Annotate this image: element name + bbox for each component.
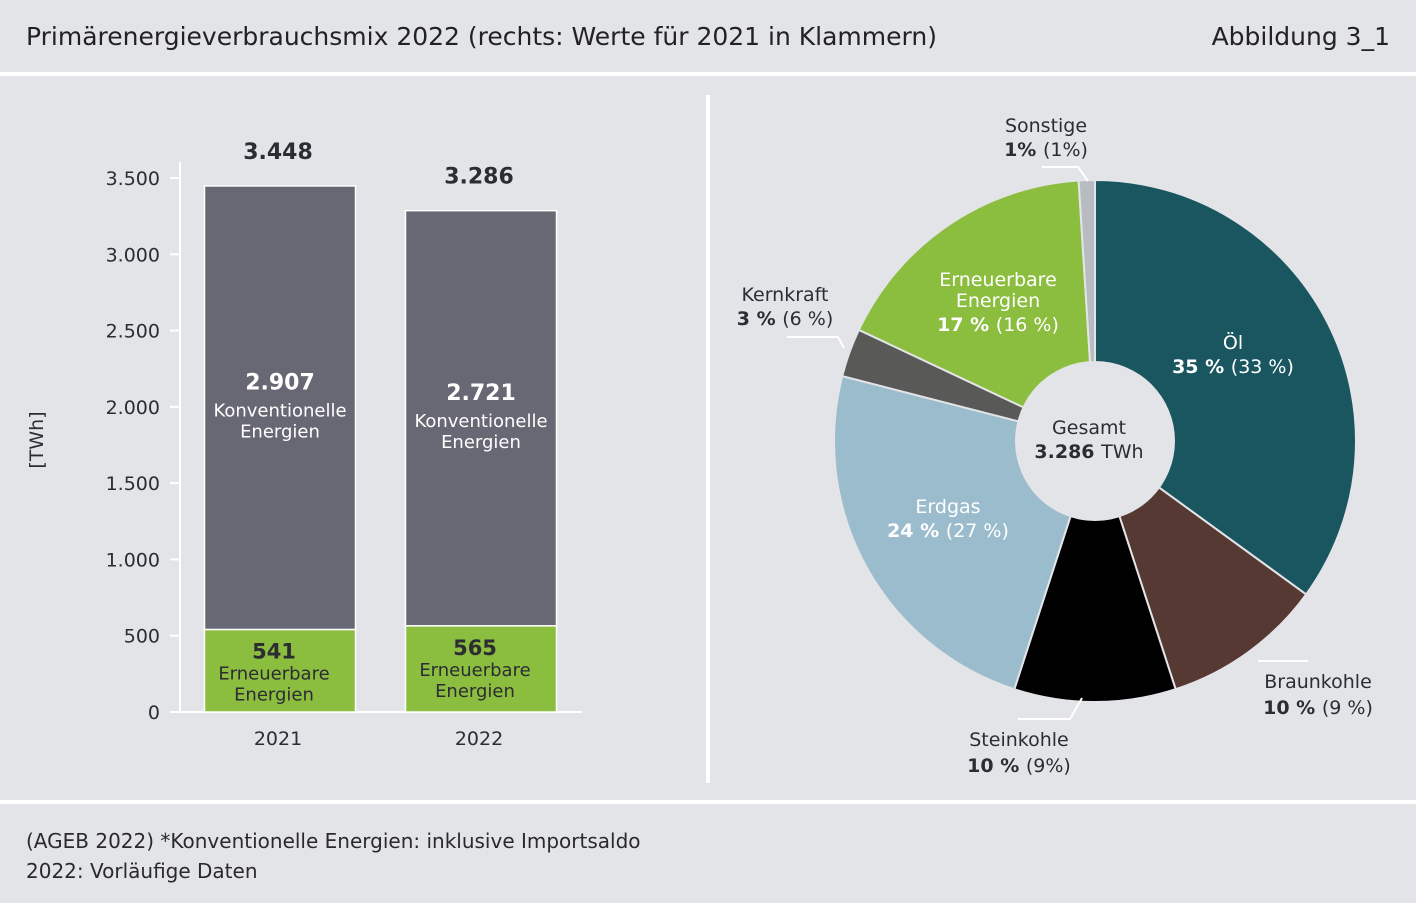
chart-title: Primärenergieverbrauchsmix 2022 (rechts:… xyxy=(26,22,937,51)
y-tick-label: 500 xyxy=(124,626,160,648)
bar-series-label: Erneuerbare xyxy=(419,660,530,681)
pie-label-name: Sonstige xyxy=(1005,115,1087,137)
pie-label-pct: 10 % (9%) xyxy=(967,755,1071,777)
pie-label-name: Kernkraft xyxy=(742,284,829,306)
bar-series-label: Konventionelle xyxy=(213,401,346,422)
pie-label-pct: 3 % (6 %) xyxy=(737,308,834,330)
bar-series-label: Energien xyxy=(234,684,314,705)
y-tick-label: 1.000 xyxy=(106,549,160,571)
callout-line-steinkohle xyxy=(1018,697,1083,720)
x-tick-label: 2021 xyxy=(254,728,302,750)
callout-line-kernkraft xyxy=(787,336,845,349)
bar-renewable xyxy=(404,625,558,713)
pie-label-name: Erneuerbare xyxy=(939,269,1057,291)
y-tick-label: 0 xyxy=(148,702,160,724)
footer-rule xyxy=(0,800,1416,804)
pie-label-name: Öl xyxy=(1223,331,1243,354)
bar-series-label: Erneuerbare xyxy=(218,663,329,684)
panel-divider xyxy=(706,95,710,783)
bar-conventional xyxy=(203,185,357,631)
pie-label-name: Energien xyxy=(956,290,1040,312)
bar-value-label: 541 xyxy=(252,639,296,663)
donut-hole xyxy=(1015,361,1175,521)
y-axis-label: [TWh] xyxy=(26,411,48,468)
y-tick-label: 3.500 xyxy=(106,168,160,190)
bar-renewable xyxy=(203,628,357,713)
y-tick-label: 2.500 xyxy=(106,321,160,343)
pie-label-name: Braunkohle xyxy=(1264,671,1372,693)
bar-value-label: 2.907 xyxy=(245,371,315,396)
pie-slice-öl xyxy=(1094,178,1357,596)
pie-label-pct: 10 % (9 %) xyxy=(1263,697,1373,719)
bar-series-label: Energien xyxy=(240,422,320,443)
bar-conventional xyxy=(404,209,558,627)
bar-value-label: 565 xyxy=(453,636,497,660)
source-note: (AGEB 2022) *Konventionelle Energien: in… xyxy=(26,829,641,853)
pie-label-pct: 24 % (27 %) xyxy=(887,520,1009,542)
donut-center-value: 3.286 TWh xyxy=(1034,441,1143,463)
footer: (AGEB 2022) *Konventionelle Energien: in… xyxy=(26,826,641,886)
bar-series-label: Energien xyxy=(441,432,521,453)
pie-slice-steinkohle xyxy=(1013,437,1177,703)
callout-line-sonstige xyxy=(1042,166,1089,182)
donut-center-label: Gesamt xyxy=(1052,417,1126,439)
pie-slice-erneuerbare-energien xyxy=(857,179,1097,443)
pie-label-pct: 17 % (16 %) xyxy=(937,314,1059,336)
bar-value-label: 2.721 xyxy=(446,381,516,406)
bar-series-label: Energien xyxy=(435,681,515,702)
bar-total-label: 3.286 xyxy=(444,165,514,190)
preliminary-note: 2022: Vorläufige Daten xyxy=(26,859,258,883)
pie-label-pct: 1% (1%) xyxy=(1004,139,1088,161)
x-tick-label: 2022 xyxy=(455,728,503,750)
y-tick-label: 3.000 xyxy=(106,244,160,266)
bar-total-label: 3.448 xyxy=(243,140,313,165)
pie-label-name: Steinkohle xyxy=(969,729,1068,751)
figure-label: Abbildung 3_1 xyxy=(1211,22,1390,51)
pie-slice-braunkohle xyxy=(1093,438,1308,691)
pie-label-name: Erdgas xyxy=(915,496,980,518)
bar-series-label: Konventionelle xyxy=(414,411,547,432)
y-tick-label: 1.500 xyxy=(106,473,160,495)
header-rule xyxy=(0,72,1416,76)
bar-chart: 0 500 1.000 1.500 2.000 2.500 3.000 3.500 [TWh] 5… xyxy=(26,140,582,750)
pie-label-pct: 35 % (33 %) xyxy=(1172,356,1294,378)
header: Primärenergieverbrauchsmix 2022 (rechts:… xyxy=(0,0,1416,72)
y-tick-label: 2.000 xyxy=(106,397,160,419)
